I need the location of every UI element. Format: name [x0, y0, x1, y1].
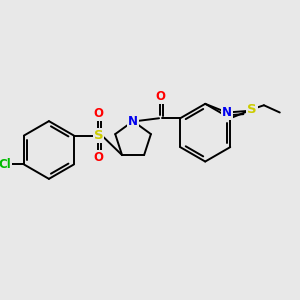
- Text: O: O: [93, 151, 103, 164]
- Text: N: N: [128, 115, 138, 128]
- Text: N: N: [222, 106, 232, 119]
- Text: O: O: [93, 107, 103, 120]
- Text: S: S: [247, 103, 257, 116]
- Text: S: S: [94, 129, 103, 142]
- Text: O: O: [155, 90, 166, 103]
- Text: Cl: Cl: [0, 158, 11, 171]
